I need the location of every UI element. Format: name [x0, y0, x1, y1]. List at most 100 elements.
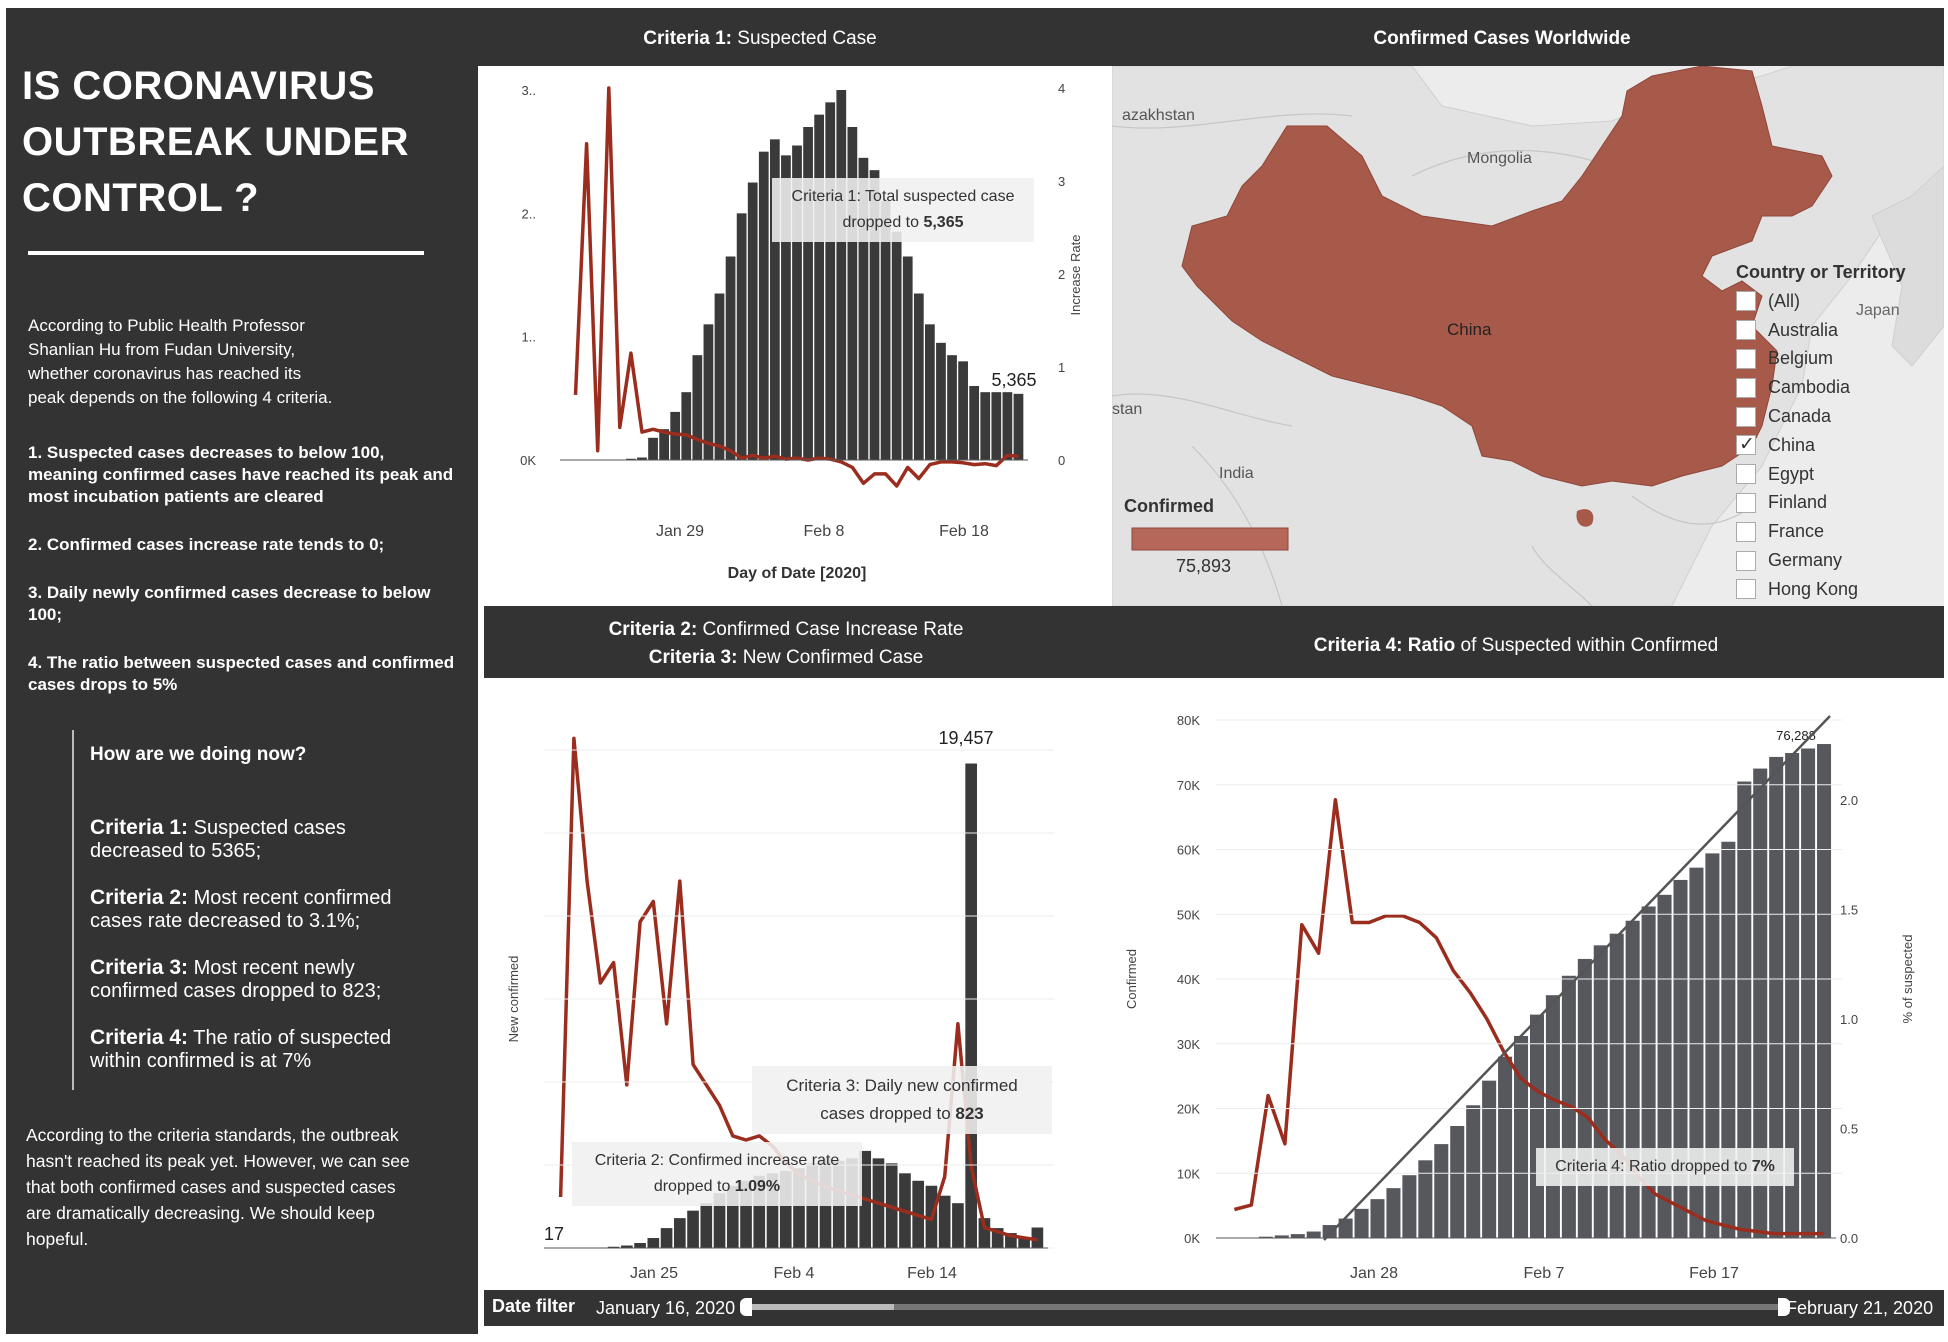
date-slider-track[interactable] [744, 1304, 1784, 1310]
country-option[interactable]: (All) [1736, 287, 1946, 316]
header-map: Confirmed Cases Worldwide [1060, 8, 1944, 66]
bar [692, 355, 703, 460]
bar [1801, 748, 1816, 1238]
y2-axis-title: Increase Rate [1068, 235, 1083, 316]
y-tick-label: 50K [1177, 907, 1200, 922]
map-label-china: China [1447, 320, 1492, 339]
y-tick-label: 2.. [522, 206, 536, 221]
map-label-mongolia: Mongolia [1467, 150, 1532, 167]
bar [1386, 1188, 1401, 1238]
country-option[interactable]: Germany [1736, 546, 1946, 575]
bar [1002, 392, 1013, 460]
bar [647, 1238, 660, 1248]
checkbox-icon[interactable] [1736, 492, 1756, 513]
bar [660, 1228, 673, 1248]
checkbox-icon[interactable] [1736, 320, 1756, 341]
intro-text: According to Public Health Professor Sha… [28, 316, 333, 407]
x-tick-label: Jan 28 [1350, 1265, 1398, 1282]
bar [703, 324, 714, 460]
checkbox-icon[interactable] [1736, 406, 1756, 427]
bar [969, 386, 980, 460]
country-option[interactable]: France [1736, 517, 1946, 546]
country-option[interactable]: Finland [1736, 489, 1946, 518]
bar [637, 457, 647, 460]
bar [1418, 1160, 1433, 1238]
bar [991, 1228, 1004, 1248]
x-tick-label: Jan 29 [656, 523, 704, 540]
bar [626, 458, 636, 460]
bar [902, 256, 913, 460]
bar [747, 182, 758, 460]
date-slider-end-handle[interactable] [1778, 1298, 1790, 1316]
x-tick-label: Feb 8 [804, 523, 845, 540]
checkbox-icon[interactable] [1736, 464, 1756, 485]
bar [965, 763, 977, 1248]
country-option[interactable]: Canada [1736, 402, 1946, 431]
trend-line [1323, 715, 1831, 1241]
title-divider [28, 251, 424, 255]
bar [673, 1218, 686, 1248]
bar [648, 437, 658, 460]
chart-criteria-1[interactable]: 0K 1.. 2.. 3.. 0 1 2 3 4 Jan 29 Feb 8 Feb 18 Day of … [484, 66, 1112, 606]
country-option[interactable]: Cambodia [1736, 373, 1946, 402]
country-option[interactable]: Belgium [1736, 345, 1946, 374]
bar [700, 1203, 713, 1248]
bar [869, 170, 880, 460]
x-tick-label: Feb 17 [1689, 1265, 1739, 1282]
bar [1290, 1234, 1305, 1238]
checkbox-icon[interactable] [1736, 291, 1756, 312]
bar [1545, 995, 1560, 1238]
country-filter-legend[interactable]: Country or Territory (All) Australia Belgi… [1736, 262, 1946, 604]
bar [913, 293, 924, 460]
bar [814, 114, 825, 460]
bar [1274, 1235, 1289, 1238]
y2-tick-label: 4 [1058, 81, 1065, 96]
bar [891, 231, 902, 460]
bar [713, 1193, 726, 1248]
checkbox-checked-icon[interactable] [1736, 433, 1756, 456]
checkbox-icon[interactable] [1736, 550, 1756, 571]
y2-tick-label: 0 [1058, 453, 1065, 468]
date-filter-bar: Date filter January 16, 2020 February 21… [484, 1290, 1944, 1326]
bar [726, 1185, 739, 1248]
date-slider-start-handle[interactable] [740, 1298, 752, 1316]
country-option[interactable]: Egypt [1736, 460, 1946, 489]
bar [681, 392, 692, 460]
bar [825, 102, 836, 461]
bar [1753, 768, 1768, 1238]
bar [1817, 744, 1832, 1238]
bar-value-label: 5,365 [991, 370, 1036, 390]
bar [621, 1245, 633, 1248]
country-option[interactable]: Australia [1736, 316, 1946, 345]
bar [803, 127, 813, 460]
map-label-stan: stan [1112, 401, 1142, 418]
checkbox-icon[interactable] [1736, 348, 1756, 369]
bar [978, 1218, 991, 1248]
country-option-label: (All) [1768, 290, 1800, 311]
header-criteria-4: Criteria 4: Ratio of Suspected within Co… [1088, 606, 1944, 678]
country-option-label: Belgium [1768, 348, 1834, 369]
status-criteria-1: Criteria 1: Suspected cases decreased to … [90, 816, 346, 862]
country-option[interactable]: China [1736, 431, 1946, 460]
bar [779, 1170, 792, 1248]
date-filter-start: January 16, 2020 [596, 1298, 736, 1318]
bar [836, 90, 847, 460]
country-option-label: Egypt [1768, 463, 1815, 484]
chart-criteria-4[interactable]: 0K 10K 20K 30K 40K 50K 60K 70K 80K 0.0 0.5 1.0 1.5 2.… [1088, 678, 1944, 1290]
bar [952, 1203, 964, 1248]
bar [858, 157, 869, 460]
bar [1721, 841, 1736, 1238]
checkbox-icon[interactable] [1736, 377, 1756, 398]
checkbox-icon[interactable] [1736, 579, 1756, 600]
y-tick-label: 1.. [522, 330, 536, 345]
tooltip-criteria-1: Criteria 1: Total suspected case dropped… [772, 178, 1034, 242]
checkbox-icon[interactable] [1736, 521, 1756, 542]
series-line [1233, 798, 1824, 1236]
country-option-label: Finland [1768, 492, 1828, 513]
bar [1354, 1208, 1369, 1238]
x-tick-label: Feb 18 [939, 523, 989, 540]
bar [766, 1173, 779, 1248]
country-option[interactable]: Hong Kong [1736, 575, 1946, 604]
bar [1705, 853, 1720, 1238]
china-region[interactable] [1181, 66, 1833, 487]
